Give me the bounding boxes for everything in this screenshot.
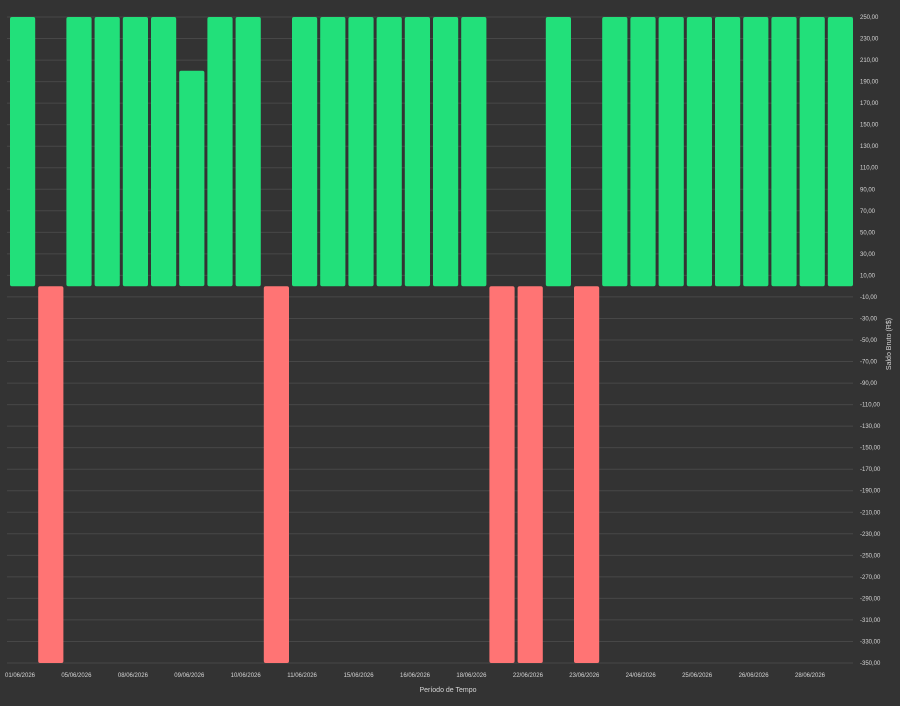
x-axis-title: Período de Tempo	[419, 687, 476, 694]
x-tick-label: 15/06/2026	[344, 673, 375, 679]
x-tick-label: 05/06/2026	[61, 673, 92, 679]
y-tick-label: 70,00	[860, 209, 876, 215]
y-axis-title: Saldo Bruto (R$)	[886, 318, 893, 370]
y-tick-label: 10,00	[860, 273, 876, 279]
bars	[10, 17, 853, 663]
y-axis-ticks: 250,00 230,00 210,00 190,00 170,00 150,00 130,…	[860, 15, 881, 667]
bar-positive	[461, 17, 487, 287]
bar-positive	[630, 17, 656, 287]
bar-positive	[207, 17, 233, 287]
y-tick-label: -50,00	[860, 338, 878, 344]
bar-positive	[179, 70, 205, 287]
bar-positive	[151, 17, 177, 287]
y-tick-label: -30,00	[860, 316, 878, 322]
y-tick-label: -130,00	[860, 424, 881, 430]
y-tick-label: 30,00	[860, 252, 876, 258]
bar-negative	[38, 286, 64, 663]
x-tick-label: 01/06/2026	[5, 673, 36, 679]
bar-positive	[799, 17, 825, 287]
x-tick-label: 24/06/2026	[626, 673, 657, 679]
bar-positive	[433, 17, 459, 287]
y-tick-label: 150,00	[860, 123, 879, 129]
bar-positive	[743, 17, 769, 287]
y-tick-label: -230,00	[860, 532, 881, 538]
bar-positive	[658, 17, 684, 287]
y-tick-label: 110,00	[860, 166, 879, 172]
bar-positive	[771, 17, 797, 287]
y-tick-label: -190,00	[860, 489, 881, 495]
y-tick-label: -70,00	[860, 360, 878, 366]
y-tick-label: -90,00	[860, 381, 878, 387]
bar-positive	[235, 17, 261, 287]
bar-positive	[715, 17, 741, 287]
bar-positive	[10, 17, 36, 287]
y-tick-label: -110,00	[860, 403, 881, 409]
y-tick-label: 130,00	[860, 144, 879, 150]
y-tick-label: 210,00	[860, 58, 879, 64]
y-tick-label: -330,00	[860, 639, 881, 645]
x-tick-label: 18/06/2026	[456, 673, 487, 679]
y-tick-label: -170,00	[860, 467, 881, 473]
y-tick-label: 90,00	[860, 187, 876, 193]
bar-negative	[517, 286, 543, 663]
bar-positive	[320, 17, 346, 287]
y-tick-label: -10,00	[860, 295, 878, 301]
y-tick-label: 230,00	[860, 37, 879, 43]
x-tick-label: 22/06/2026	[513, 673, 544, 679]
x-tick-label: 16/06/2026	[400, 673, 431, 679]
x-tick-label: 11/06/2026	[287, 673, 317, 679]
x-axis-ticks: 01/06/2026 05/06/2026 08/06/2026 09/06/2026…	[5, 673, 826, 679]
y-tick-label: 190,00	[860, 80, 879, 86]
y-tick-label: -290,00	[860, 596, 881, 602]
y-tick-label: -270,00	[860, 575, 881, 581]
bar-positive	[348, 17, 374, 287]
bar-positive	[602, 17, 628, 287]
x-tick-label: 28/06/2026	[795, 673, 826, 679]
x-tick-label: 09/06/2026	[174, 673, 205, 679]
bar-negative	[574, 286, 600, 663]
y-tick-label: 50,00	[860, 230, 876, 236]
bar-positive	[686, 17, 712, 287]
y-tick-label: 170,00	[860, 101, 879, 107]
bar-positive	[66, 17, 92, 287]
y-tick-label: 250,00	[860, 15, 879, 21]
y-tick-label: -150,00	[860, 446, 881, 452]
x-tick-label: 08/06/2026	[118, 673, 149, 679]
bar-positive	[292, 17, 318, 287]
y-tick-label: -350,00	[860, 661, 881, 667]
bar-positive	[94, 17, 120, 287]
x-tick-label: 23/06/2026	[569, 673, 600, 679]
bar-negative	[489, 286, 515, 663]
bar-positive	[376, 17, 402, 287]
x-tick-label: 10/06/2026	[231, 673, 262, 679]
y-tick-label: -310,00	[860, 618, 881, 624]
y-tick-label: -210,00	[860, 510, 881, 516]
bar-positive	[545, 17, 571, 287]
bar-negative	[263, 286, 289, 663]
y-tick-label: -250,00	[860, 553, 881, 559]
x-tick-label: 26/06/2026	[739, 673, 770, 679]
x-tick-label: 25/06/2026	[682, 673, 713, 679]
bar-positive	[404, 17, 430, 287]
bar-positive	[827, 17, 853, 287]
bar-positive	[122, 17, 148, 287]
